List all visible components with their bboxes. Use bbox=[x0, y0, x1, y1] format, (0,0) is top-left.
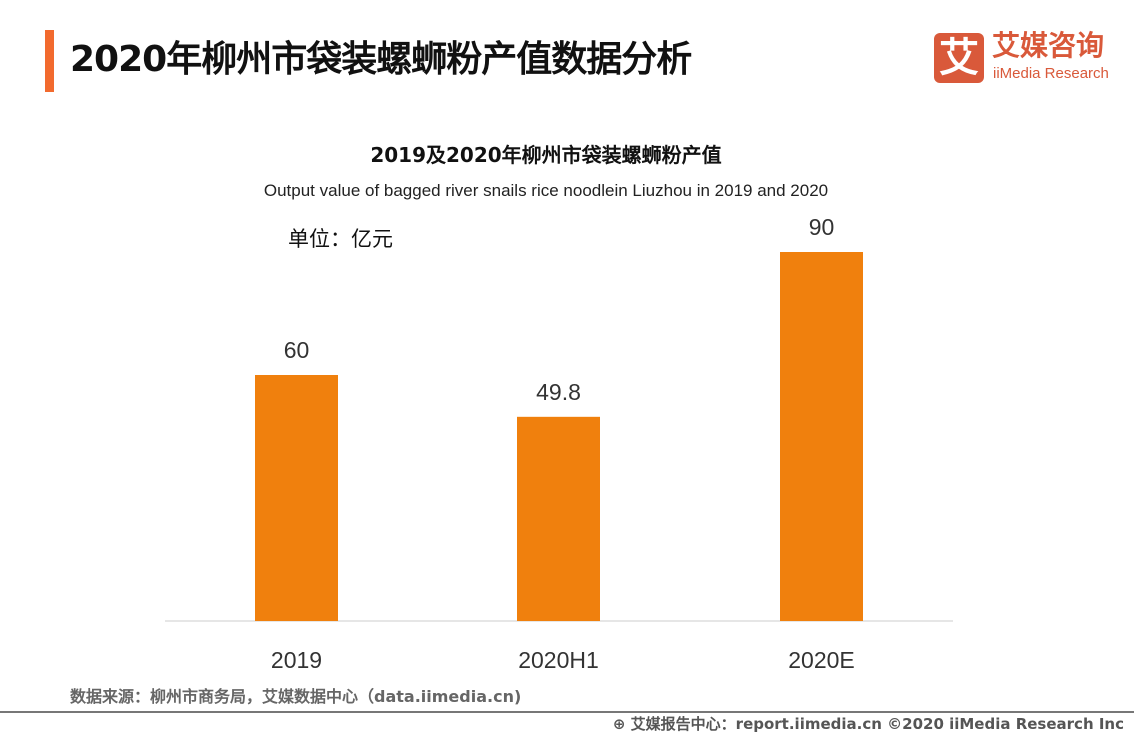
chart-title: 2019及2020年柳州市袋装螺蛳粉产值 bbox=[370, 143, 722, 167]
logo-name-cn: 艾媒咨询 bbox=[992, 29, 1105, 62]
data-label: 60 bbox=[284, 337, 310, 363]
x-tick-label: 2020H1 bbox=[518, 647, 599, 673]
globe-icon: ⊕ bbox=[612, 715, 631, 733]
logo-name-en: iiMedia Research bbox=[993, 65, 1109, 82]
x-tick-label: 2019 bbox=[271, 647, 322, 673]
logo-mark: 艾 bbox=[934, 33, 984, 83]
bar-2020H1 bbox=[517, 416, 600, 621]
unit-label: 单位：亿元 bbox=[288, 227, 393, 251]
page-title: 2020年柳州市袋装螺蛳粉产值数据分析 bbox=[70, 39, 692, 80]
chart-subtitle: Output value of bagged river snails rice… bbox=[263, 181, 829, 200]
data-label: 90 bbox=[809, 214, 835, 240]
bar-2019 bbox=[255, 375, 338, 621]
data-source: 数据来源：柳州市商务局，艾媒数据中心（data.iimedia.cn) bbox=[70, 687, 522, 706]
title-accent-bar bbox=[45, 30, 54, 92]
x-tick-label: 2020E bbox=[788, 647, 855, 673]
footer-credit: ⊕ 艾媒报告中心：report.iimedia.cn ©2020 iiMedia… bbox=[613, 714, 1124, 734]
footer-divider bbox=[0, 711, 1134, 713]
bar-2020E bbox=[780, 252, 863, 621]
footer-credit-text: 艾媒报告中心：report.iimedia.cn ©2020 iiMedia R… bbox=[630, 715, 1124, 733]
data-label: 49.8 bbox=[536, 379, 581, 405]
